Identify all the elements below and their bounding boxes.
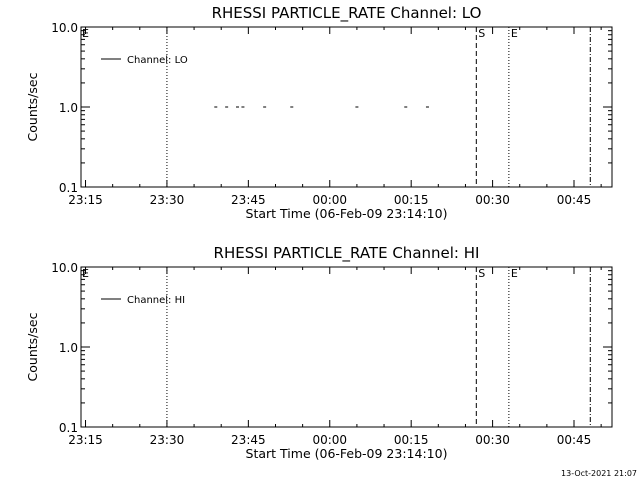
x-tick-label: 23:15 (68, 193, 103, 207)
y-tick-label: 0.1 (59, 421, 78, 435)
y-tick-label: 1.0 (59, 341, 78, 355)
x-tick-label: 00:00 (312, 193, 347, 207)
x-tick-label: 00:45 (557, 433, 592, 447)
vline-label: S (478, 267, 485, 280)
x-tick-label: 00:15 (394, 433, 429, 447)
corner-label: E (82, 267, 89, 280)
y-axis-label: Counts/sec (25, 312, 40, 381)
x-tick-label: 00:30 (475, 193, 510, 207)
timestamp: 13-Oct-2021 21:07 (561, 469, 637, 478)
x-tick-label: 00:15 (394, 193, 429, 207)
y-tick-label: 10.0 (51, 261, 78, 275)
x-tick-label: 00:00 (312, 433, 347, 447)
vline-label: E (511, 267, 518, 280)
y-axis-label: Counts/sec (25, 72, 40, 141)
chart-title: RHESSI PARTICLE_RATE Channel: LO (212, 4, 482, 23)
legend-label: Channel: HI (127, 295, 185, 306)
vline-label: E (511, 27, 518, 40)
x-tick-label: 23:45 (231, 193, 266, 207)
x-tick-label: 23:45 (231, 433, 266, 447)
chart-title: RHESSI PARTICLE_RATE Channel: HI (214, 244, 480, 263)
vline-label: S (478, 27, 485, 40)
x-tick-label: 00:30 (475, 433, 510, 447)
y-tick-label: 10.0 (51, 21, 78, 35)
x-axis-label: Start Time (06-Feb-09 23:14:10) (246, 206, 448, 221)
y-tick-label: 1.0 (59, 101, 78, 115)
plot-frame (80, 26, 613, 188)
corner-label: E (82, 27, 89, 40)
legend-label: Channel: LO (127, 55, 188, 66)
x-tick-label: 23:30 (150, 193, 185, 207)
x-tick-label: 23:30 (150, 433, 185, 447)
x-tick-label: 00:45 (557, 193, 592, 207)
y-tick-label: 0.1 (59, 181, 78, 195)
plot-frame (80, 266, 613, 428)
x-axis-label: Start Time (06-Feb-09 23:14:10) (246, 446, 448, 461)
x-tick-label: 23:15 (68, 433, 103, 447)
